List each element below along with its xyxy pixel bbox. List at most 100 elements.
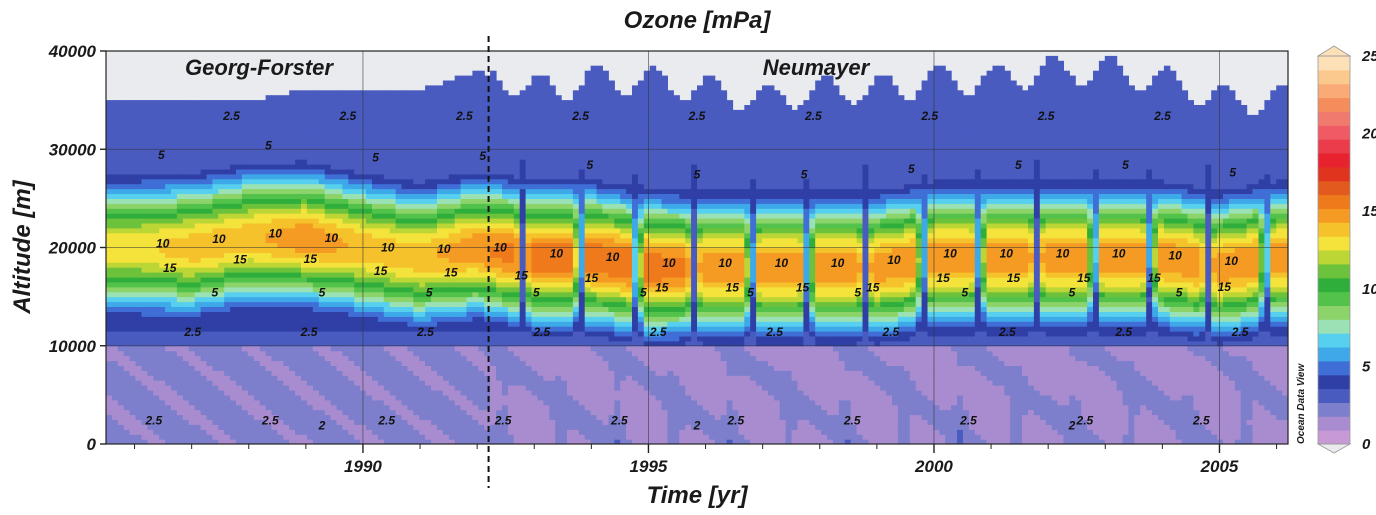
heatmap-cell: [141, 114, 148, 121]
heatmap-cell: [247, 370, 255, 376]
heatmap-cell: [425, 85, 432, 91]
heatmap-cell: [454, 272, 462, 278]
heatmap-cell: [507, 335, 515, 342]
heatmap-cell: [395, 90, 403, 96]
heatmap-cell: [460, 365, 468, 371]
heatmap-cell: [230, 429, 237, 435]
heatmap-cell: [454, 149, 462, 155]
heatmap-cell: [401, 439, 408, 444]
heatmap-cell: [106, 404, 113, 411]
heatmap-cell: [484, 262, 491, 268]
heatmap-cell: [372, 286, 379, 293]
heatmap-cell: [147, 173, 154, 180]
heatmap-cell: [265, 159, 273, 165]
heatmap-cell: [478, 114, 485, 121]
heatmap-cell: [318, 360, 326, 366]
heatmap-cell: [348, 262, 355, 268]
heatmap-cell: [241, 331, 249, 337]
heatmap-cell: [330, 95, 338, 101]
heatmap-cell: [277, 335, 284, 342]
heatmap-cell: [265, 114, 273, 121]
heatmap-cell: [419, 335, 426, 342]
heatmap-cell: [377, 198, 385, 204]
heatmap-cell: [182, 286, 190, 293]
heatmap-cell: [377, 390, 385, 396]
heatmap-cell: [366, 237, 373, 244]
heatmap-cell: [289, 296, 296, 303]
heatmap-cell: [135, 311, 142, 317]
heatmap-cell: [372, 360, 379, 366]
heatmap-cell: [212, 365, 219, 371]
heatmap-cell: [153, 281, 160, 288]
heatmap-cell: [496, 419, 503, 425]
heatmap-cell: [271, 124, 278, 131]
heatmap-cell: [437, 419, 444, 425]
heatmap-cell: [283, 326, 290, 332]
heatmap-cell: [182, 277, 190, 283]
heatmap-cell: [224, 404, 231, 411]
heatmap-cell: [389, 375, 397, 381]
heatmap-cell: [111, 365, 119, 371]
heatmap-cell: [283, 281, 290, 288]
heatmap-cell: [265, 222, 273, 229]
heatmap-cell: [159, 144, 166, 150]
heatmap-cell: [176, 424, 184, 430]
heatmap-cell: [117, 159, 125, 165]
heatmap-cell: [295, 257, 302, 263]
heatmap-cell: [218, 321, 225, 327]
heatmap-cell: [318, 262, 326, 268]
heatmap-cell: [218, 262, 225, 268]
heatmap-cell: [147, 213, 154, 219]
heatmap-cell: [171, 198, 178, 204]
heatmap-cell: [318, 385, 326, 391]
heatmap-cell: [407, 119, 414, 126]
heatmap-cell: [277, 227, 284, 234]
heatmap-cell: [171, 340, 178, 347]
heatmap-cell: [413, 331, 420, 337]
heatmap-cell: [383, 159, 391, 165]
heatmap-cell: [407, 286, 414, 293]
heatmap-cell: [129, 375, 137, 381]
heatmap-cell: [312, 380, 320, 386]
heatmap-cell: [271, 139, 278, 145]
heatmap-cell: [372, 399, 379, 406]
heatmap-cell: [372, 390, 379, 396]
heatmap-cell: [283, 331, 290, 337]
heatmap-cell: [236, 394, 243, 401]
heatmap-cell: [324, 178, 332, 185]
heatmap-cell: [123, 129, 131, 136]
heatmap-cell: [135, 370, 142, 376]
heatmap-cell: [496, 321, 503, 327]
heatmap-cell: [448, 134, 456, 140]
heatmap-cell: [306, 90, 314, 96]
heatmap-cell: [354, 213, 361, 219]
heatmap-cell: [372, 168, 379, 175]
heatmap-cell: [171, 291, 178, 298]
heatmap-cell: [153, 114, 160, 121]
heatmap-cell: [200, 139, 208, 145]
heatmap-cell: [206, 365, 213, 371]
heatmap-cell: [490, 173, 497, 180]
heatmap-cell: [496, 193, 503, 199]
heatmap-cell: [383, 296, 391, 303]
heatmap-cell: [182, 404, 190, 411]
heatmap-cell: [271, 370, 278, 376]
heatmap-cell: [289, 105, 296, 111]
heatmap-cell: [383, 109, 391, 116]
heatmap-cell: [431, 203, 438, 209]
heatmap-cell: [354, 424, 361, 430]
heatmap-cell: [271, 291, 278, 298]
heatmap-cell: [253, 301, 261, 307]
heatmap-cell: [224, 409, 231, 416]
heatmap-cell: [301, 242, 308, 249]
heatmap-cell: [342, 149, 349, 155]
heatmap-cell: [484, 272, 491, 278]
heatmap-cell: [401, 129, 408, 136]
heatmap-cell: [224, 188, 231, 194]
heatmap-cell: [383, 272, 391, 278]
heatmap-cell: [419, 429, 426, 435]
heatmap-cell: [330, 365, 338, 371]
heatmap-cell: [419, 208, 426, 214]
heatmap-cell: [182, 331, 190, 337]
heatmap-cell: [472, 95, 479, 101]
